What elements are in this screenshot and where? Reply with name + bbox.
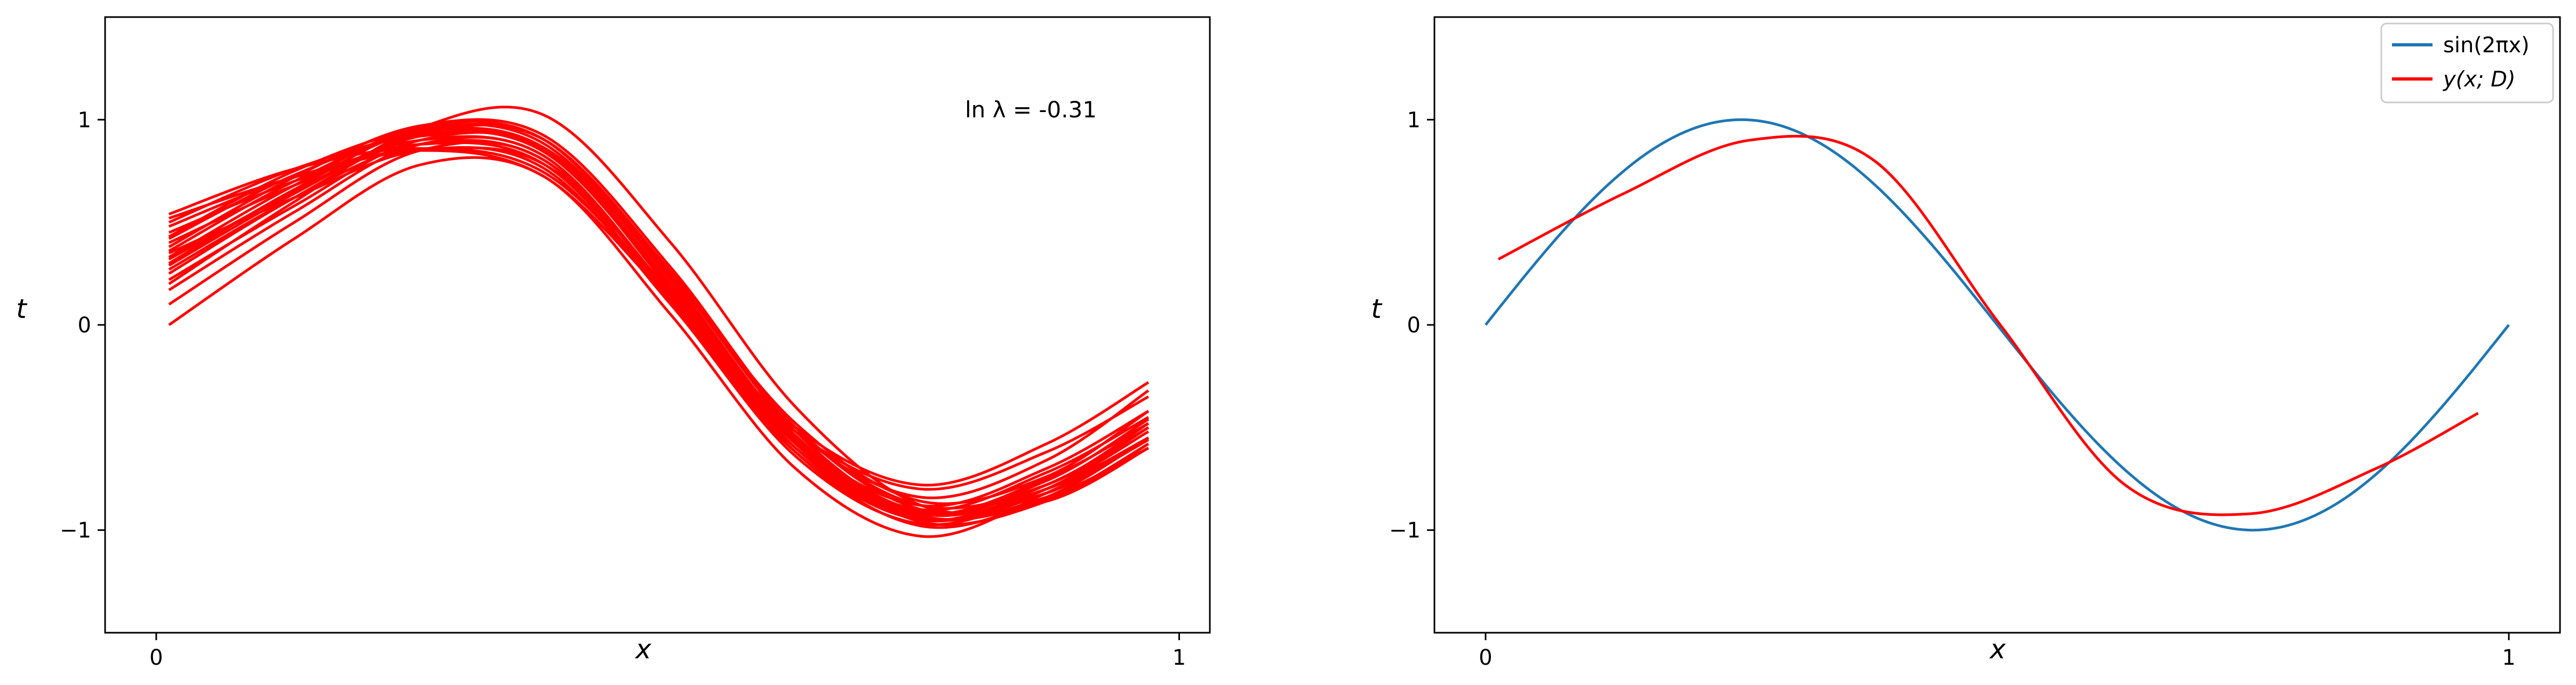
left-series-line-19 <box>168 149 1150 491</box>
left-y-tick-label: 1 <box>78 108 91 132</box>
right-x-tick-label: 1 <box>2502 646 2515 670</box>
left-plot: 0 1 −1 0 1 ln λ = -0.31 x t <box>16 16 1211 670</box>
right-y-tick-label: −1 <box>1389 519 1421 543</box>
left-series-line-13 <box>168 126 1149 522</box>
right-series-line-fit <box>1497 134 2479 516</box>
left-x-axis-label: x <box>634 634 651 665</box>
right-y-tick-label: 1 <box>1407 108 1421 132</box>
left-y-tick-label: −1 <box>60 519 91 543</box>
left-x-tick-label: 1 <box>1173 646 1186 670</box>
right-series-group <box>1484 118 2510 532</box>
left-series-line-12 <box>168 146 1150 526</box>
left-series-line-22 <box>168 147 1150 487</box>
left-x-tick-label: 0 <box>149 646 163 670</box>
right-series-line-sin <box>1484 118 2510 532</box>
left-annotation: ln λ = -0.31 <box>965 97 1097 123</box>
left-y-axis-label: t <box>16 293 28 324</box>
legend-label-sin: sin(2πx) <box>2443 33 2530 58</box>
right-x-tick-label: 0 <box>1479 646 1492 670</box>
left-y-tick-label: 0 <box>78 313 91 338</box>
left-series-group <box>168 106 1150 538</box>
left-series-line-20 <box>168 131 1150 505</box>
legend: sin(2πx) y(x; D) <box>2380 22 2554 103</box>
right-x-axis-label: x <box>1989 634 2006 665</box>
right-y-tick-label: 0 <box>1407 313 1421 338</box>
right-ticks: 0 1 −1 0 1 <box>1389 108 2516 670</box>
left-ticks: 0 1 −1 0 1 <box>60 108 1186 670</box>
left-series-line-4 <box>168 106 1150 515</box>
left-series-line-21 <box>169 146 1150 499</box>
right-y-axis-label: t <box>1371 293 1383 324</box>
right-plot: 0 1 −1 0 1 x t sin(2πx) y(x; D) <box>1371 16 2561 670</box>
legend-label-fit: y(x; D) <box>2443 67 2516 92</box>
